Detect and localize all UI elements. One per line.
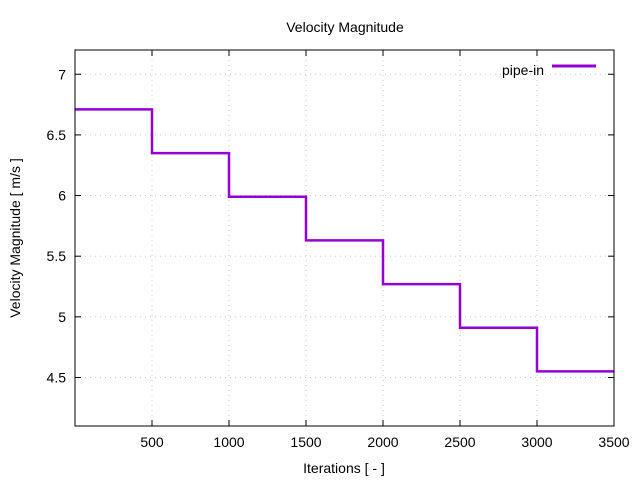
x-tick-label: 2000 (367, 434, 398, 450)
legend-label: pipe-in (502, 62, 544, 78)
series-layer (75, 108, 614, 373)
y-tick-label: 5.5 (47, 248, 67, 264)
x-tick-label: 500 (140, 434, 164, 450)
legend: pipe-in (502, 62, 596, 78)
x-tick-label: 2500 (444, 434, 475, 450)
series-line-pipe-in (75, 108, 614, 373)
y-tick-label: 4.5 (47, 369, 67, 385)
x-tick-label: 3000 (521, 434, 552, 450)
ticks (75, 50, 615, 426)
x-tick-label: 1000 (213, 434, 244, 450)
x-tick-label: 1500 (290, 434, 321, 450)
y-tick-label: 6.5 (47, 127, 67, 143)
y-axis-label: Velocity Magnitude [ m/s ] (7, 158, 23, 318)
x-tick-label: 3500 (598, 434, 629, 450)
y-tick-label: 6 (58, 188, 66, 204)
plot-border (74, 49, 615, 427)
chart-title: Velocity Magnitude (286, 19, 404, 35)
x-axis-label: Iterations [ - ] (303, 460, 385, 476)
tick-labels: 500 1000 1500 2000 2500 3000 3500 4.5 5 5.5 6 6.5 7 (47, 66, 630, 450)
y-tick-label: 5 (58, 309, 66, 325)
y-tick-label: 7 (58, 66, 66, 82)
